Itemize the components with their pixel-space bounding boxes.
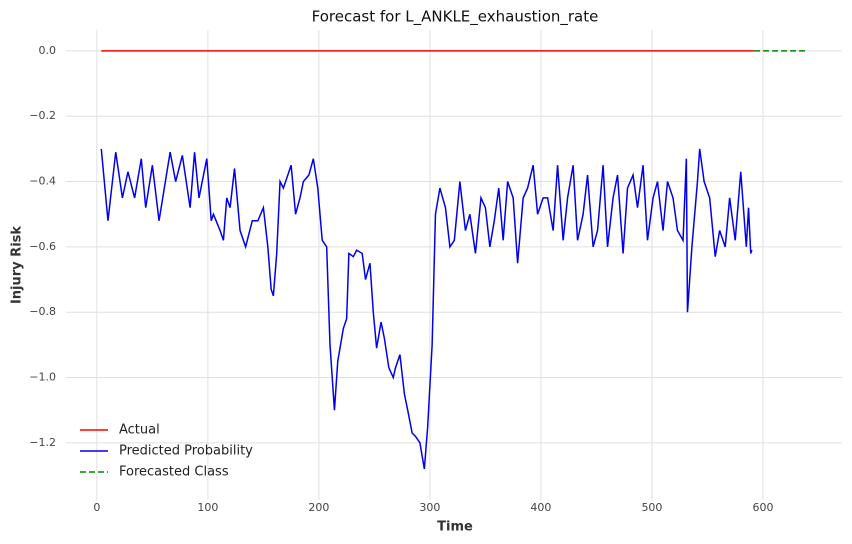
y-tick-label: −1.0 bbox=[29, 371, 56, 384]
legend-label: Predicted Probability bbox=[119, 444, 253, 459]
x-tick-label: 500 bbox=[641, 501, 662, 514]
y-tick-label: −0.6 bbox=[29, 240, 56, 253]
line bbox=[100, 148, 753, 470]
x-tick-label: 400 bbox=[530, 501, 551, 514]
y-tick-label: −0.4 bbox=[29, 175, 56, 188]
y-tick-label: −0.2 bbox=[29, 109, 56, 122]
x-tick-label: 600 bbox=[752, 501, 773, 514]
legend-label: Actual bbox=[119, 423, 160, 438]
legend-label: Forecasted Class bbox=[119, 465, 229, 480]
y-tick-label: 0.0 bbox=[39, 44, 57, 57]
x-tick-label: 300 bbox=[419, 501, 440, 514]
chart-title: Forecast for L_ANKLE_exhaustion_rate bbox=[312, 8, 599, 27]
y-tick-label: −0.8 bbox=[29, 305, 56, 318]
y-tick-label: −1.2 bbox=[29, 436, 56, 449]
x-tick-label: 100 bbox=[197, 501, 218, 514]
x-axis-label: Time bbox=[437, 520, 473, 535]
y-axis-label: Injury Risk bbox=[10, 226, 25, 304]
x-tick-label: 0 bbox=[93, 501, 100, 514]
x-tick-label: 200 bbox=[308, 501, 329, 514]
